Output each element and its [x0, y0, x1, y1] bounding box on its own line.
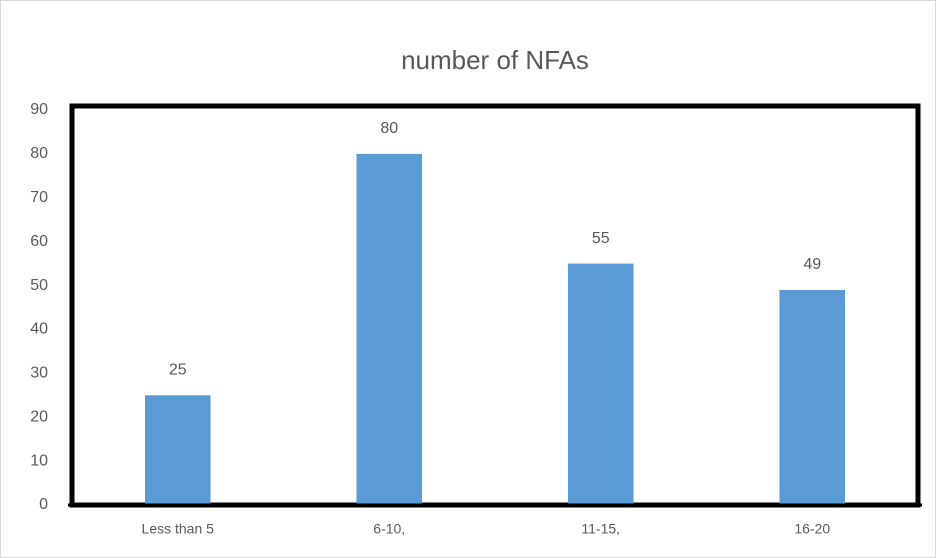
data-label: 49 [803, 256, 821, 273]
x-tick-label: 11-15, [581, 521, 620, 537]
bar [144, 395, 211, 505]
y-tick-label: 40 [30, 321, 48, 338]
y-tick-label: 80 [30, 145, 48, 162]
bar [779, 289, 846, 505]
y-tick-label: 70 [30, 189, 48, 206]
data-label: 55 [592, 230, 610, 247]
x-tick-label: 6-10, [373, 521, 405, 537]
y-tick-label: 0 [39, 496, 48, 513]
y-tick-label: 90 [30, 101, 48, 118]
y-tick-label: 30 [30, 365, 48, 382]
y-tick-label: 10 [30, 452, 48, 469]
data-label: 80 [380, 120, 398, 137]
bar [567, 263, 634, 505]
y-tick-label: 20 [30, 408, 48, 425]
x-tick-label: 16-20 [794, 521, 830, 537]
data-label: 25 [169, 361, 187, 378]
bar [356, 153, 423, 505]
y-tick-label: 50 [30, 277, 48, 294]
chart-title: number of NFAs [401, 45, 589, 75]
x-tick-label: Less than 5 [142, 521, 215, 537]
y-tick-label: 60 [30, 233, 48, 250]
